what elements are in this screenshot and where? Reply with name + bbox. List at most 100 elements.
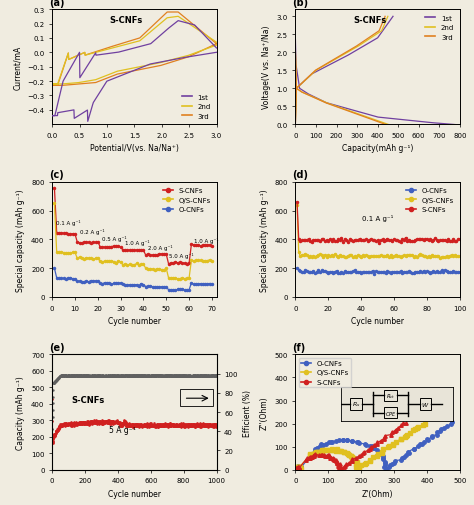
Point — [100, 419, 108, 427]
Point — [128, 372, 136, 380]
Point — [124, 372, 132, 380]
Point — [75, 371, 82, 379]
Point — [200, 372, 208, 380]
Point — [181, 372, 188, 380]
Point — [128, 422, 136, 430]
Point — [54, 426, 61, 434]
Point — [103, 372, 110, 380]
Point — [101, 417, 109, 425]
Point — [180, 372, 188, 380]
Point — [76, 372, 84, 380]
Point — [116, 372, 124, 380]
Point — [64, 372, 72, 380]
Point — [192, 421, 200, 429]
Point — [145, 372, 152, 380]
Point — [94, 372, 102, 380]
Point — [203, 372, 210, 380]
Point — [183, 372, 191, 380]
Point — [110, 372, 118, 380]
Point — [122, 372, 130, 380]
Point — [140, 372, 147, 380]
Point — [69, 372, 77, 380]
Point — [203, 372, 210, 380]
Point — [203, 422, 211, 430]
Point — [164, 372, 172, 380]
Point — [137, 420, 145, 428]
Point — [209, 372, 217, 380]
Point — [157, 372, 165, 380]
Point — [109, 418, 117, 426]
Point — [209, 422, 217, 430]
Point — [140, 372, 147, 380]
Point — [151, 372, 159, 380]
Point — [211, 421, 219, 429]
Point — [90, 419, 98, 427]
Point — [130, 372, 137, 380]
Point — [128, 372, 135, 380]
Text: 5.0 A g⁻¹: 5.0 A g⁻¹ — [169, 252, 193, 259]
Point — [181, 372, 189, 380]
Point — [98, 371, 106, 379]
Point — [201, 371, 208, 379]
Y-axis label: Z''(Ohm): Z''(Ohm) — [260, 395, 269, 429]
Point — [139, 372, 146, 380]
Point — [143, 422, 150, 430]
Point — [50, 431, 58, 439]
Point — [125, 422, 133, 430]
Point — [173, 372, 181, 380]
Point — [161, 372, 169, 380]
Point — [118, 421, 126, 429]
Point — [198, 422, 205, 430]
Point — [197, 372, 204, 380]
Point — [206, 372, 214, 380]
Point — [88, 418, 96, 426]
Point — [115, 419, 123, 427]
Y-axis label: Capacity (mAh g⁻¹): Capacity (mAh g⁻¹) — [17, 375, 26, 449]
Point — [176, 372, 184, 380]
Point — [65, 420, 73, 428]
Point — [182, 421, 189, 429]
Point — [212, 372, 219, 380]
Point — [186, 372, 193, 380]
Point — [99, 372, 106, 380]
Point — [210, 372, 217, 380]
Point — [168, 372, 175, 380]
Point — [55, 425, 63, 433]
Point — [128, 372, 136, 380]
Point — [123, 372, 131, 380]
Point — [138, 423, 146, 431]
Point — [200, 421, 207, 429]
Point — [164, 423, 171, 431]
Point — [109, 372, 117, 380]
Point — [109, 420, 117, 428]
Point — [54, 427, 61, 435]
Point — [186, 372, 194, 380]
Point — [191, 422, 199, 430]
Point — [169, 422, 177, 430]
Point — [62, 419, 70, 427]
Point — [137, 422, 144, 430]
Point — [116, 420, 123, 428]
Point — [170, 422, 178, 430]
Point — [174, 421, 182, 429]
Point — [171, 422, 179, 430]
Point — [84, 372, 92, 380]
Point — [190, 422, 197, 430]
Point — [210, 420, 217, 428]
Point — [211, 421, 219, 429]
Point — [119, 372, 127, 380]
Point — [133, 422, 140, 430]
Point — [78, 420, 85, 428]
Point — [62, 372, 69, 380]
Point — [183, 372, 191, 380]
Point — [196, 372, 203, 380]
Point — [189, 421, 196, 429]
Point — [199, 420, 207, 428]
Point — [158, 372, 165, 380]
Point — [57, 422, 65, 430]
Point — [125, 372, 133, 380]
Point — [122, 372, 129, 380]
Point — [96, 419, 104, 427]
Point — [95, 418, 102, 426]
Point — [106, 372, 113, 380]
